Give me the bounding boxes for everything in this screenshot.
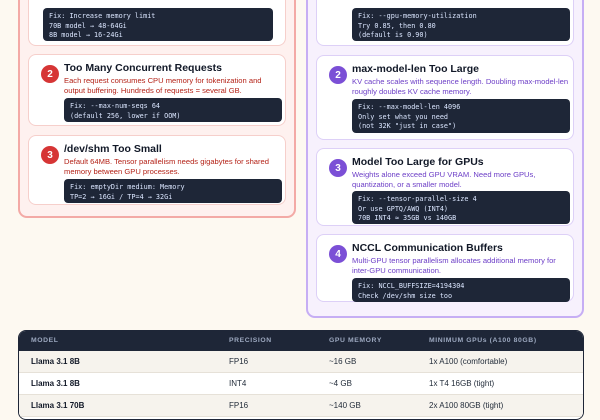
gpu-cause-card-3: 3 Model Too Large for GPUs Weights alone… [316,148,574,226]
cell-minimum-gpus: 1x A100 (comfortable) [429,357,508,366]
column-header-model: MODEL [31,337,59,344]
cell-model: Llama 3.1 8B [31,379,80,388]
gpu-fix-code-2: Fix: --max-model-len 4096 Only set what … [352,99,570,133]
table-row: Llama 3.1 8B INT4 ~4 GB 1x T4 16GB (tigh… [19,373,583,395]
gpu-fix-code-1: Fix: --gpu-memory-utilization Try 0.85, … [352,8,570,41]
cause-title: Model Too Large for GPUs [352,156,484,168]
cpu-fix-code-3: Fix: emptyDir medium: Memory TP=2 → 16Gi… [64,179,282,203]
gpu-fix-code-4: Fix: NCCL_BUFFSIZE=4194304 Check /dev/sh… [352,278,570,302]
table-row: Llama 3.1 70B FP16 ~140 GB 2x A100 80GB … [19,395,583,417]
column-header-gpu-memory: GPU MEMORY [329,337,382,344]
cell-model: Llama 3.1 8B [31,357,80,366]
gpu-cause-card-4: 4 NCCL Communication Buffers Multi-GPU t… [316,234,574,302]
column-header-minimum-gpus: MINIMUM GPUs (A100 80GB) [429,337,537,344]
cell-minimum-gpus: 2x A100 80GB (tight) [429,401,504,410]
cause-number-badge: 4 [329,245,347,263]
cell-precision: INT4 [229,379,247,388]
cell-precision: FP16 [229,401,249,410]
cause-title: /dev/shm Too Small [64,143,162,155]
cause-number-badge: 3 [41,146,59,164]
cell-model: Llama 3.1 70B [31,401,85,410]
cause-title: max-model-len Too Large [352,63,479,75]
cell-gpu-memory: ~140 GB [329,401,361,410]
cell-gpu-memory: ~4 GB [329,379,352,388]
gpu-fix-code-3: Fix: --tensor-parallel-size 4 Or use GPT… [352,191,570,224]
column-header-precision: PRECISION [229,337,272,344]
cpu-cause-card-3: 3 /dev/shm Too Small Default 64MB. Tenso… [28,135,286,205]
gpu-cause-card-2: 2 max-model-len Too Large KV cache scale… [316,55,574,140]
cause-description: Default 64MB. Tensor parallelism needs g… [64,157,270,177]
gpu-cause-card-1: Fix: --gpu-memory-utilization Try 0.85, … [316,0,574,46]
cause-number-badge: 2 [329,66,347,84]
cause-description: Each request consumes CPU memory for tok… [64,76,262,96]
cause-description: Weights alone exceed GPU VRAM. Need more… [352,170,536,190]
table-row: Llama 3.1 8B FP16 ~16 GB 1x A100 (comfor… [19,351,583,373]
cpu-cause-card-2: 2 Too Many Concurrent Requests Each requ… [28,54,286,126]
cause-title: NCCL Communication Buffers [352,242,503,254]
gpu-oom-causes-panel: Fix: --gpu-memory-utilization Try 0.85, … [306,0,584,318]
cell-gpu-memory: ~16 GB [329,357,357,366]
cpu-cause-card-1: Fix: Increase memory limit 70B model → 4… [28,0,286,46]
table-header: MODEL PRECISION GPU MEMORY MINIMUM GPUs … [19,331,583,351]
cause-title: Too Many Concurrent Requests [64,62,222,74]
cause-description: KV cache scales with sequence length. Do… [352,77,569,97]
cause-description: Multi-GPU tensor parallelism allocates a… [352,256,556,276]
cause-number-badge: 3 [329,159,347,177]
cause-number-badge: 2 [41,65,59,83]
cpu-fix-code-1: Fix: Increase memory limit 70B model → 4… [43,8,273,41]
gpu-requirements-table: MODEL PRECISION GPU MEMORY MINIMUM GPUs … [18,330,584,420]
cell-precision: FP16 [229,357,249,366]
cpu-oom-causes-panel: Fix: Increase memory limit 70B model → 4… [18,0,296,218]
cpu-fix-code-2: Fix: --max-num-seqs 64 (default 256, low… [64,98,282,122]
cell-minimum-gpus: 1x T4 16GB (tight) [429,379,495,388]
